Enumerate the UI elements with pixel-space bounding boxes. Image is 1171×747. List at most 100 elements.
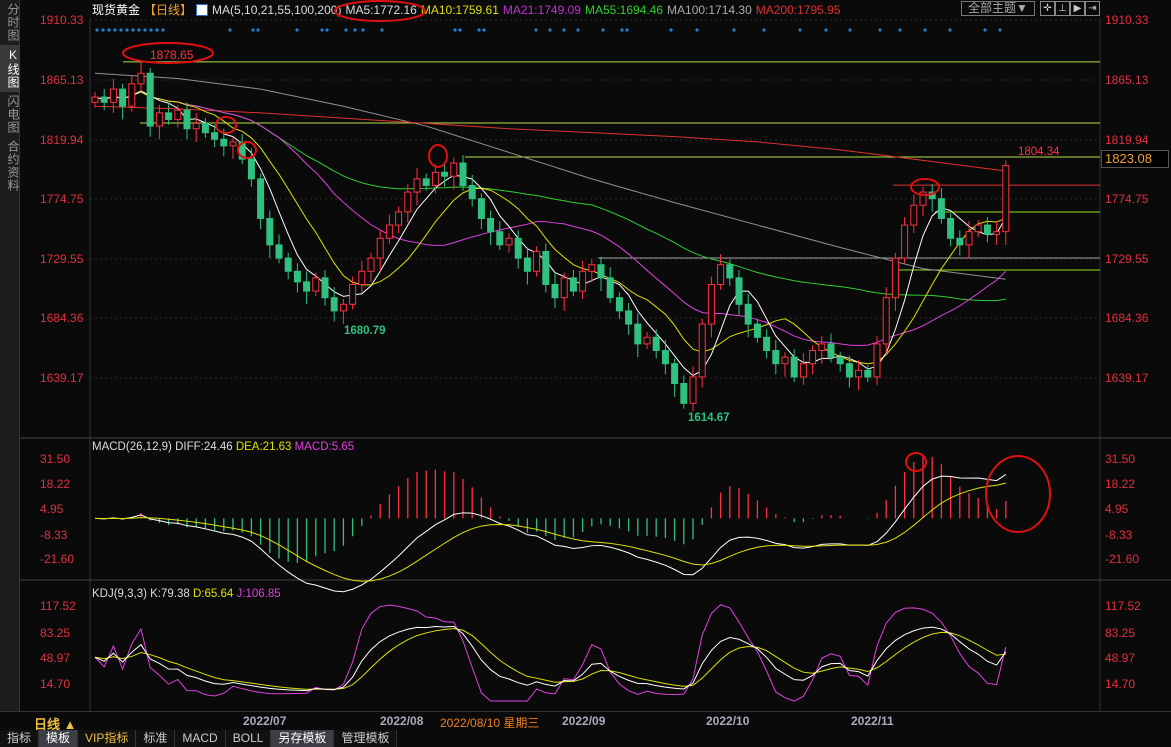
signal-dot (601, 28, 605, 32)
high-label: 1878.65 (150, 48, 194, 62)
signal-dot (625, 28, 629, 32)
candle-body (165, 112, 173, 120)
candle-body (763, 336, 771, 351)
bottom-tab[interactable]: 管理模板 (334, 730, 398, 747)
signal-dot (107, 28, 111, 32)
candle-body (855, 369, 863, 378)
candle-body (312, 277, 320, 292)
side-tab[interactable]: 合约资料 (6, 140, 20, 192)
axis-tick-label: 1684.36 (40, 311, 84, 325)
candle-body (192, 122, 200, 130)
axis-tick-label: 1639.17 (40, 371, 84, 385)
signal-dot (732, 28, 736, 32)
signal-dot (878, 28, 882, 32)
bottom-tab[interactable]: MACD (175, 730, 226, 747)
candle-body (275, 244, 283, 259)
axis-tick-label: 1865.13 (1105, 73, 1149, 87)
play-icon[interactable]: ▶ (1070, 1, 1085, 16)
kdj-d: D:65.64 (193, 588, 234, 600)
bottom-tab[interactable]: 另存模板 (271, 730, 335, 747)
macd-dea: DEA:21.63 (235, 441, 292, 453)
bottom-tab[interactable]: 模板 (39, 730, 79, 747)
candle-body (431, 171, 439, 186)
axis-tick-label: 117.52 (40, 599, 76, 613)
bottom-tab[interactable]: 标准 (136, 730, 176, 747)
signal-dot (131, 28, 135, 32)
candle-body (100, 96, 108, 103)
candle-body (818, 343, 826, 351)
candle-body (588, 264, 596, 272)
ma5-line (94, 90, 1007, 377)
signal-dot (161, 28, 165, 32)
kline-chart[interactable] (0, 0, 1171, 712)
signal-dot (256, 28, 260, 32)
side-tab[interactable]: 分时图 (6, 3, 20, 42)
last-high-label: 1804.34 (1018, 146, 1060, 158)
candle-body (413, 178, 421, 193)
candle-body (496, 231, 504, 246)
axis-tick-label: 31.50 (1105, 452, 1136, 466)
bottom-tab[interactable]: VIP指标 (78, 730, 137, 747)
ma55-value: MA55:1694.46 (584, 2, 664, 17)
axis-tick-label: 1729.55 (40, 252, 84, 266)
chart-icon[interactable] (196, 3, 209, 16)
crosshair-icon[interactable]: ✛ (1040, 1, 1055, 16)
time-label: 2022/09 (562, 714, 606, 728)
annotation-circle (985, 455, 1051, 533)
candle-body (128, 83, 136, 107)
kdj-k-line (94, 625, 1007, 692)
period-label: 【日线】 (144, 3, 193, 17)
axis-tick-label: 48.97 (1105, 651, 1136, 665)
kdj-j: J:106.85 (236, 588, 281, 600)
bottom-tab[interactable]: BOLL (226, 730, 272, 747)
axis-tick-label: 4.95 (40, 502, 64, 516)
zoom-in-icon[interactable]: ⊥ (1055, 1, 1070, 16)
candle-body (441, 171, 449, 177)
axis-tick-label: 31.50 (40, 452, 71, 466)
time-axis: 2022/07 2022/08 2022/08/10 星期三 2022/09 2… (0, 711, 1171, 730)
candle-body (661, 349, 669, 365)
move-right-icon[interactable]: ⇥ (1085, 1, 1100, 16)
time-label: 2022/11 (851, 714, 894, 728)
instrument-name: 现货黄金 (92, 3, 141, 17)
candle-body (211, 132, 219, 140)
side-tab[interactable]: K线图 (0, 45, 20, 92)
signal-dot (848, 28, 852, 32)
side-tabs: 分时图 K线图闪电图合约资料 (0, 0, 20, 712)
signal-dot (669, 28, 673, 32)
ma21-value: MA21:1749.09 (502, 2, 581, 17)
ma-params[interactable]: MA(5,10,21,55,100,200) (212, 2, 342, 17)
current-price-box: 1823.08 (1101, 150, 1169, 168)
signal-dot (923, 28, 927, 32)
ma21-line (94, 91, 1007, 346)
time-label: 2022/08 (380, 714, 424, 728)
candle-body (643, 336, 651, 345)
signal-dot (344, 28, 348, 32)
candle-body (238, 141, 246, 160)
candle-body (459, 162, 467, 186)
annotation-circle (428, 144, 448, 168)
period-selector[interactable]: 日线 ▲ (34, 717, 77, 732)
candle-body (809, 349, 817, 365)
candle-body (753, 323, 761, 338)
candle-body (891, 257, 899, 299)
signal-dot (948, 28, 952, 32)
signal-dot (228, 28, 232, 32)
macd-value: MACD:5.65 (294, 441, 355, 453)
candle-body (487, 217, 495, 233)
candle-body (937, 198, 945, 219)
candle-body (321, 277, 329, 299)
bottom-tab[interactable]: 指标 (0, 730, 40, 747)
candle-body (615, 297, 623, 312)
signal-dot (983, 28, 987, 32)
candle-body (836, 356, 844, 365)
candle-body (385, 224, 393, 239)
candle-body (293, 270, 301, 283)
theme-dropdown[interactable]: 全部主题▼ (961, 1, 1035, 16)
side-tab[interactable]: 闪电图 (6, 95, 20, 134)
signal-dot (149, 28, 153, 32)
candle-body (303, 281, 311, 292)
ma100-value: MA100:1714.30 (667, 2, 752, 17)
candle-body (772, 349, 780, 365)
signal-dot (125, 28, 129, 32)
